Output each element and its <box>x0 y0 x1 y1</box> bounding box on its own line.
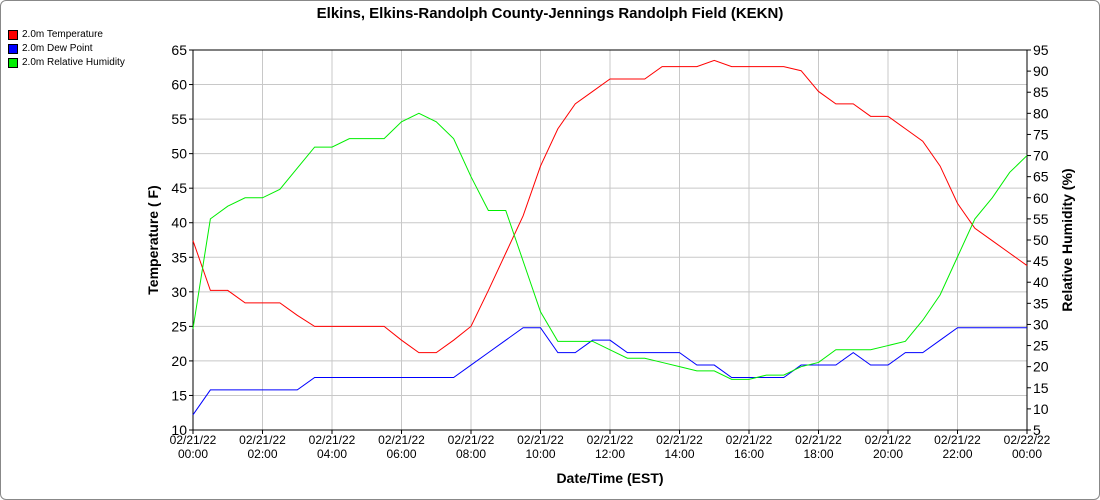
y-tick-label: 25 <box>171 318 187 334</box>
y2-tick-label: 95 <box>1033 42 1049 58</box>
y2-tick-label: 75 <box>1033 126 1049 142</box>
legend-swatch <box>8 57 18 68</box>
y2-tick-label: 55 <box>1033 211 1049 227</box>
y2-tick-label: 10 <box>1033 401 1049 417</box>
legend-label: 2.0m Dew Point <box>22 43 93 54</box>
y-tick-label: 30 <box>171 284 187 300</box>
legend-entry: 2.0m Relative Humidity <box>8 57 125 68</box>
y-tick-label: 45 <box>171 180 187 196</box>
y2-tick-label: 90 <box>1033 63 1049 79</box>
legend-label: 2.0m Temperature <box>22 29 103 40</box>
legend-swatch <box>8 43 18 54</box>
y-tick-label: 55 <box>171 111 187 127</box>
y-tick-label: 35 <box>171 249 187 265</box>
y-tick-label: 50 <box>171 146 187 162</box>
y2-tick-label: 35 <box>1033 295 1049 311</box>
y2-tick-label: 80 <box>1033 105 1049 121</box>
y2-tick-label: 85 <box>1033 84 1049 100</box>
x-tick-label: 02/21/22 04:00 <box>308 433 356 461</box>
x-tick-label: 02/21/22 02:00 <box>239 433 286 461</box>
y-axis-label: Temperature ( F) <box>145 185 161 294</box>
y2-tick-label: 5 <box>1033 422 1041 438</box>
x-tick-label: 02/21/22 14:00 <box>656 433 703 461</box>
y-tick-label: 15 <box>171 387 187 403</box>
y-tick-label: 40 <box>171 215 187 231</box>
y2-tick-label: 25 <box>1033 338 1049 354</box>
y2-tick-label: 60 <box>1033 190 1049 206</box>
y-tick-label: 65 <box>171 42 187 58</box>
y2-tick-label: 45 <box>1033 253 1049 269</box>
x-tick-label: 02/21/22 20:00 <box>864 433 912 461</box>
x-tick-label: 02/22/22 00:00 <box>1003 433 1051 461</box>
legend-entry: 2.0m Temperature <box>8 29 103 40</box>
plot-border <box>192 49 1028 431</box>
y-tick-label: 10 <box>171 422 187 438</box>
y2-tick-label: 50 <box>1033 232 1049 248</box>
y2-tick-label: 20 <box>1033 359 1049 375</box>
legend-entry: 2.0m Dew Point <box>8 43 93 54</box>
x-tick-label: 02/21/22 18:00 <box>795 433 842 461</box>
series-line <box>192 112 1028 380</box>
y2-tick-label: 70 <box>1033 148 1049 164</box>
x-tick-label: 02/21/22 16:00 <box>725 433 773 461</box>
x-tick-label: 02/21/22 00:00 <box>169 433 217 461</box>
y2-tick-label: 65 <box>1033 169 1049 185</box>
x-tick-label: 02/21/22 12:00 <box>586 433 634 461</box>
series-line <box>192 327 1027 416</box>
x-tick-label: 02/21/22 10:00 <box>517 433 564 461</box>
legend-label: 2.0m Relative Humidity <box>22 57 125 68</box>
x-tick-label: 02/21/22 06:00 <box>378 433 425 461</box>
chart-title: Elkins, Elkins-Randolph County-Jennings … <box>317 5 784 22</box>
legend-swatch <box>8 29 18 40</box>
x-tick-label: 02/21/22 08:00 <box>447 433 495 461</box>
x-tick-label: 02/21/22 22:00 <box>934 433 981 461</box>
y2-tick-label: 30 <box>1033 316 1049 332</box>
y2-axis-label: Relative Humidity (%) <box>1059 168 1075 311</box>
series-line <box>192 59 1028 354</box>
y-tick-label: 60 <box>171 77 187 93</box>
x-axis-label: Date/Time (EST) <box>556 470 663 486</box>
y2-tick-label: 40 <box>1033 274 1049 290</box>
y2-tick-label: 15 <box>1033 380 1049 396</box>
y-tick-label: 20 <box>171 353 187 369</box>
